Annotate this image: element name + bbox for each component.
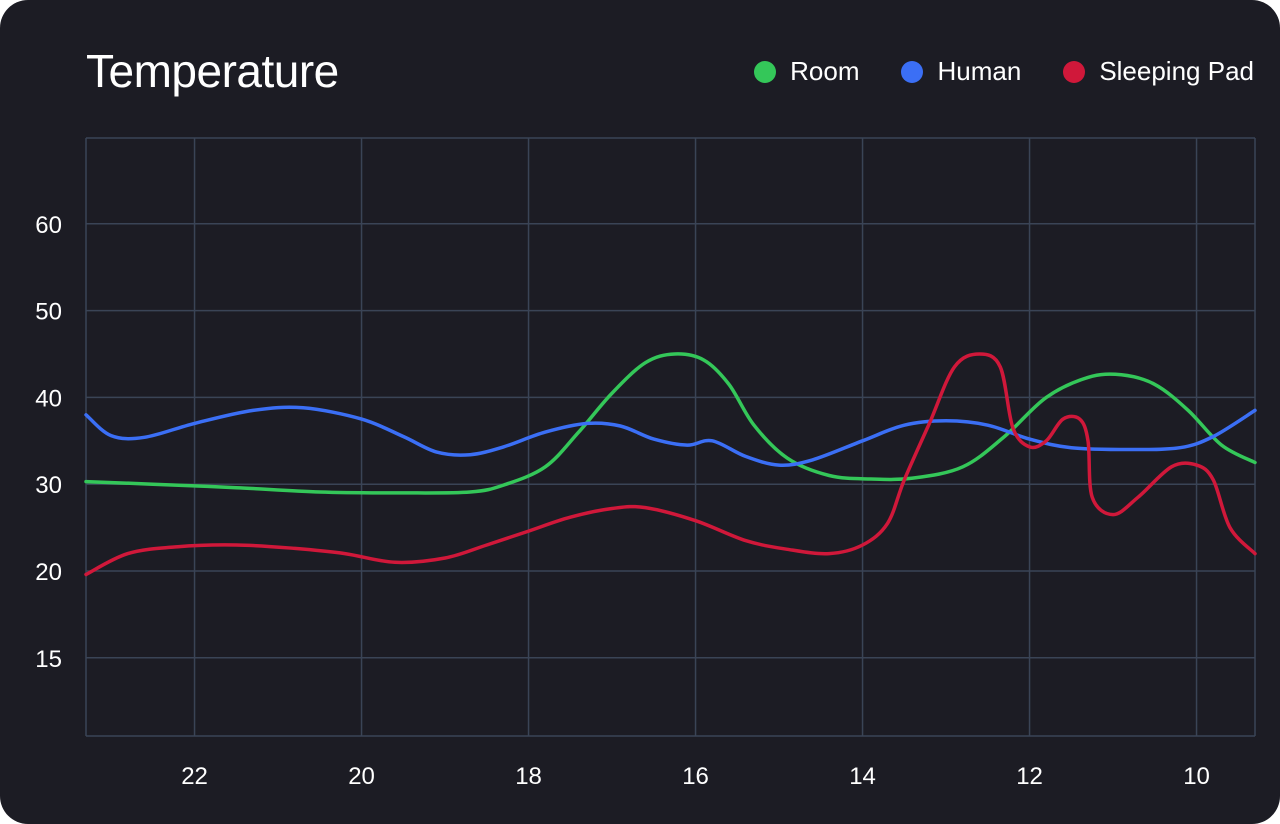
legend-label-sleeping-pad: Sleeping Pad bbox=[1099, 56, 1254, 86]
chart-title: Temperature bbox=[86, 45, 339, 97]
y-tick-label: 40 bbox=[35, 385, 62, 412]
legend-dot-room bbox=[754, 60, 777, 83]
y-tick-label: 50 bbox=[35, 299, 62, 326]
x-tick-label: 18 bbox=[515, 763, 542, 790]
series-line-human[interactable] bbox=[84, 405, 1257, 467]
x-tick-label: 12 bbox=[1016, 763, 1043, 790]
y-axis-ticks: 15 20 30 40 50 60 bbox=[35, 212, 62, 673]
y-tick-label: 30 bbox=[35, 472, 62, 499]
x-tick-label: 14 bbox=[849, 763, 876, 790]
series-line-room[interactable] bbox=[84, 352, 1257, 495]
legend: Room Human Sleeping Pad bbox=[754, 56, 1254, 87]
y-tick-label: 15 bbox=[35, 646, 62, 673]
legend-dot-human bbox=[901, 60, 924, 83]
legend-item-human[interactable]: Human bbox=[901, 56, 1021, 87]
x-tick-label: 10 bbox=[1183, 763, 1210, 790]
x-tick-label: 22 bbox=[181, 763, 208, 790]
x-tick-label: 16 bbox=[682, 763, 709, 790]
x-tick-label: 20 bbox=[348, 763, 375, 790]
y-tick-label: 20 bbox=[35, 559, 62, 586]
series-layer bbox=[84, 352, 1257, 577]
x-axis-ticks: 22 20 18 16 14 12 10 bbox=[181, 763, 1210, 790]
series-line-sleeping-pad[interactable] bbox=[84, 352, 1257, 577]
grid bbox=[85, 137, 1256, 737]
y-tick-label: 60 bbox=[35, 212, 62, 239]
legend-item-sleeping-pad[interactable]: Sleeping Pad bbox=[1063, 56, 1254, 87]
legend-label-human: Human bbox=[937, 56, 1022, 86]
legend-dot-sleeping-pad bbox=[1063, 60, 1086, 83]
legend-item-room[interactable]: Room bbox=[754, 56, 859, 87]
legend-label-room: Room bbox=[790, 56, 860, 86]
